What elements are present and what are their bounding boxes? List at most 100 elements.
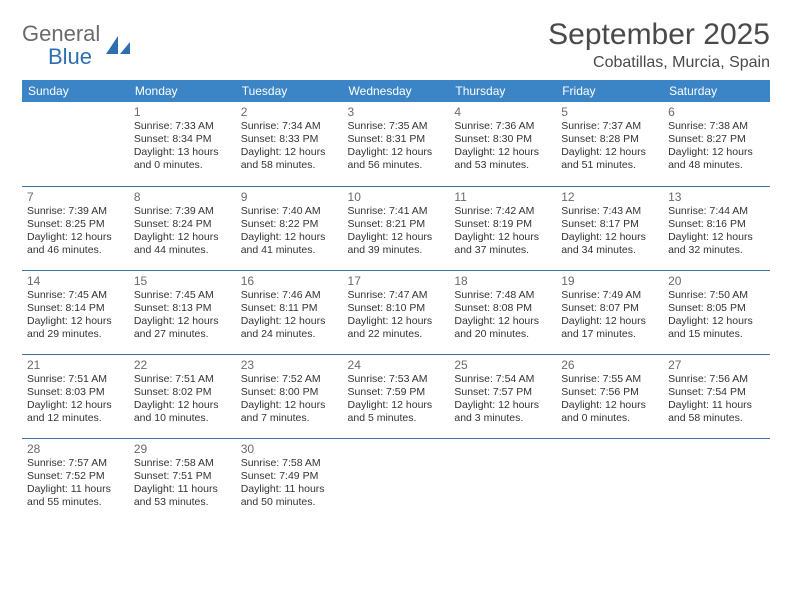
calendar-cell: 13Sunrise: 7:44 AMSunset: 8:16 PMDayligh… (663, 186, 770, 270)
calendar-cell: 25Sunrise: 7:54 AMSunset: 7:57 PMDayligh… (449, 354, 556, 438)
daylight-line: Daylight: 11 hours and 50 minutes. (241, 483, 338, 509)
sunset-line: Sunset: 8:17 PM (561, 218, 658, 231)
calendar-cell: 23Sunrise: 7:52 AMSunset: 8:00 PMDayligh… (236, 354, 343, 438)
day-number: 1 (134, 105, 231, 119)
sunset-line: Sunset: 8:13 PM (134, 302, 231, 315)
day-header: Wednesday (343, 80, 450, 102)
day-number: 30 (241, 442, 338, 456)
day-info: Sunrise: 7:40 AMSunset: 8:22 PMDaylight:… (241, 205, 338, 258)
calendar-week: 7Sunrise: 7:39 AMSunset: 8:25 PMDaylight… (22, 186, 770, 270)
calendar-cell: 28Sunrise: 7:57 AMSunset: 7:52 PMDayligh… (22, 438, 129, 522)
sunset-line: Sunset: 8:21 PM (348, 218, 445, 231)
daylight-line: Daylight: 12 hours and 34 minutes. (561, 231, 658, 257)
calendar-cell: 22Sunrise: 7:51 AMSunset: 8:02 PMDayligh… (129, 354, 236, 438)
calendar-cell: 26Sunrise: 7:55 AMSunset: 7:56 PMDayligh… (556, 354, 663, 438)
sunset-line: Sunset: 8:27 PM (668, 133, 765, 146)
day-info: Sunrise: 7:55 AMSunset: 7:56 PMDaylight:… (561, 373, 658, 426)
day-number: 11 (454, 190, 551, 204)
logo-word1: General (22, 21, 100, 46)
day-number: 3 (348, 105, 445, 119)
day-info: Sunrise: 7:36 AMSunset: 8:30 PMDaylight:… (454, 120, 551, 173)
sunrise-line: Sunrise: 7:47 AM (348, 289, 445, 302)
day-number: 6 (668, 105, 765, 119)
sunset-line: Sunset: 7:51 PM (134, 470, 231, 483)
logo-text: General Blue (22, 22, 100, 68)
day-info: Sunrise: 7:49 AMSunset: 8:07 PMDaylight:… (561, 289, 658, 342)
daylight-line: Daylight: 12 hours and 51 minutes. (561, 146, 658, 172)
sunrise-line: Sunrise: 7:46 AM (241, 289, 338, 302)
day-number: 7 (27, 190, 124, 204)
sunset-line: Sunset: 7:56 PM (561, 386, 658, 399)
calendar-cell: 6Sunrise: 7:38 AMSunset: 8:27 PMDaylight… (663, 102, 770, 186)
day-number: 15 (134, 274, 231, 288)
location-subtitle: Cobatillas, Murcia, Spain (548, 54, 770, 72)
page-title: September 2025 (548, 18, 770, 52)
sunrise-line: Sunrise: 7:40 AM (241, 205, 338, 218)
sunset-line: Sunset: 8:31 PM (348, 133, 445, 146)
calendar-cell: 1Sunrise: 7:33 AMSunset: 8:34 PMDaylight… (129, 102, 236, 186)
daylight-line: Daylight: 11 hours and 55 minutes. (27, 483, 124, 509)
calendar-cell: 3Sunrise: 7:35 AMSunset: 8:31 PMDaylight… (343, 102, 450, 186)
day-number: 10 (348, 190, 445, 204)
daylight-line: Daylight: 12 hours and 0 minutes. (561, 399, 658, 425)
calendar-table: SundayMondayTuesdayWednesdayThursdayFrid… (22, 80, 770, 522)
day-number: 27 (668, 358, 765, 372)
daylight-line: Daylight: 12 hours and 27 minutes. (134, 315, 231, 341)
daylight-line: Daylight: 12 hours and 56 minutes. (348, 146, 445, 172)
sunset-line: Sunset: 7:57 PM (454, 386, 551, 399)
calendar-cell: 10Sunrise: 7:41 AMSunset: 8:21 PMDayligh… (343, 186, 450, 270)
calendar-cell: 21Sunrise: 7:51 AMSunset: 8:03 PMDayligh… (22, 354, 129, 438)
sunset-line: Sunset: 7:54 PM (668, 386, 765, 399)
day-info: Sunrise: 7:44 AMSunset: 8:16 PMDaylight:… (668, 205, 765, 258)
day-info: Sunrise: 7:39 AMSunset: 8:25 PMDaylight:… (27, 205, 124, 258)
day-info: Sunrise: 7:38 AMSunset: 8:27 PMDaylight:… (668, 120, 765, 173)
day-info: Sunrise: 7:54 AMSunset: 7:57 PMDaylight:… (454, 373, 551, 426)
calendar-week: 1Sunrise: 7:33 AMSunset: 8:34 PMDaylight… (22, 102, 770, 186)
sunset-line: Sunset: 8:02 PM (134, 386, 231, 399)
day-number: 28 (27, 442, 124, 456)
sunrise-line: Sunrise: 7:56 AM (668, 373, 765, 386)
calendar-cell: 27Sunrise: 7:56 AMSunset: 7:54 PMDayligh… (663, 354, 770, 438)
day-info: Sunrise: 7:51 AMSunset: 8:02 PMDaylight:… (134, 373, 231, 426)
sunset-line: Sunset: 8:00 PM (241, 386, 338, 399)
day-number: 13 (668, 190, 765, 204)
sunset-line: Sunset: 8:05 PM (668, 302, 765, 315)
sunrise-line: Sunrise: 7:55 AM (561, 373, 658, 386)
sunrise-line: Sunrise: 7:48 AM (454, 289, 551, 302)
day-header: Saturday (663, 80, 770, 102)
sunrise-line: Sunrise: 7:58 AM (241, 457, 338, 470)
day-header: Tuesday (236, 80, 343, 102)
daylight-line: Daylight: 12 hours and 3 minutes. (454, 399, 551, 425)
day-number: 20 (668, 274, 765, 288)
day-info: Sunrise: 7:53 AMSunset: 7:59 PMDaylight:… (348, 373, 445, 426)
sunrise-line: Sunrise: 7:33 AM (134, 120, 231, 133)
sunrise-line: Sunrise: 7:53 AM (348, 373, 445, 386)
sunrise-line: Sunrise: 7:58 AM (134, 457, 231, 470)
daylight-line: Daylight: 12 hours and 12 minutes. (27, 399, 124, 425)
day-info: Sunrise: 7:39 AMSunset: 8:24 PMDaylight:… (134, 205, 231, 258)
day-info: Sunrise: 7:50 AMSunset: 8:05 PMDaylight:… (668, 289, 765, 342)
logo-word2: Blue (48, 45, 100, 68)
daylight-line: Daylight: 12 hours and 7 minutes. (241, 399, 338, 425)
day-header: Friday (556, 80, 663, 102)
day-info: Sunrise: 7:45 AMSunset: 8:14 PMDaylight:… (27, 289, 124, 342)
sunset-line: Sunset: 8:19 PM (454, 218, 551, 231)
calendar-cell: 12Sunrise: 7:43 AMSunset: 8:17 PMDayligh… (556, 186, 663, 270)
daylight-line: Daylight: 12 hours and 15 minutes. (668, 315, 765, 341)
sunrise-line: Sunrise: 7:52 AM (241, 373, 338, 386)
sunset-line: Sunset: 8:24 PM (134, 218, 231, 231)
calendar-cell: 15Sunrise: 7:45 AMSunset: 8:13 PMDayligh… (129, 270, 236, 354)
calendar-cell: 30Sunrise: 7:58 AMSunset: 7:49 PMDayligh… (236, 438, 343, 522)
daylight-line: Daylight: 13 hours and 0 minutes. (134, 146, 231, 172)
day-number: 22 (134, 358, 231, 372)
sunset-line: Sunset: 7:59 PM (348, 386, 445, 399)
sunset-line: Sunset: 8:25 PM (27, 218, 124, 231)
calendar-cell: 19Sunrise: 7:49 AMSunset: 8:07 PMDayligh… (556, 270, 663, 354)
daylight-line: Daylight: 12 hours and 29 minutes. (27, 315, 124, 341)
calendar-cell (343, 438, 450, 522)
day-number: 21 (27, 358, 124, 372)
day-info: Sunrise: 7:52 AMSunset: 8:00 PMDaylight:… (241, 373, 338, 426)
daylight-line: Daylight: 12 hours and 37 minutes. (454, 231, 551, 257)
logo: General Blue (22, 18, 132, 68)
day-number: 18 (454, 274, 551, 288)
